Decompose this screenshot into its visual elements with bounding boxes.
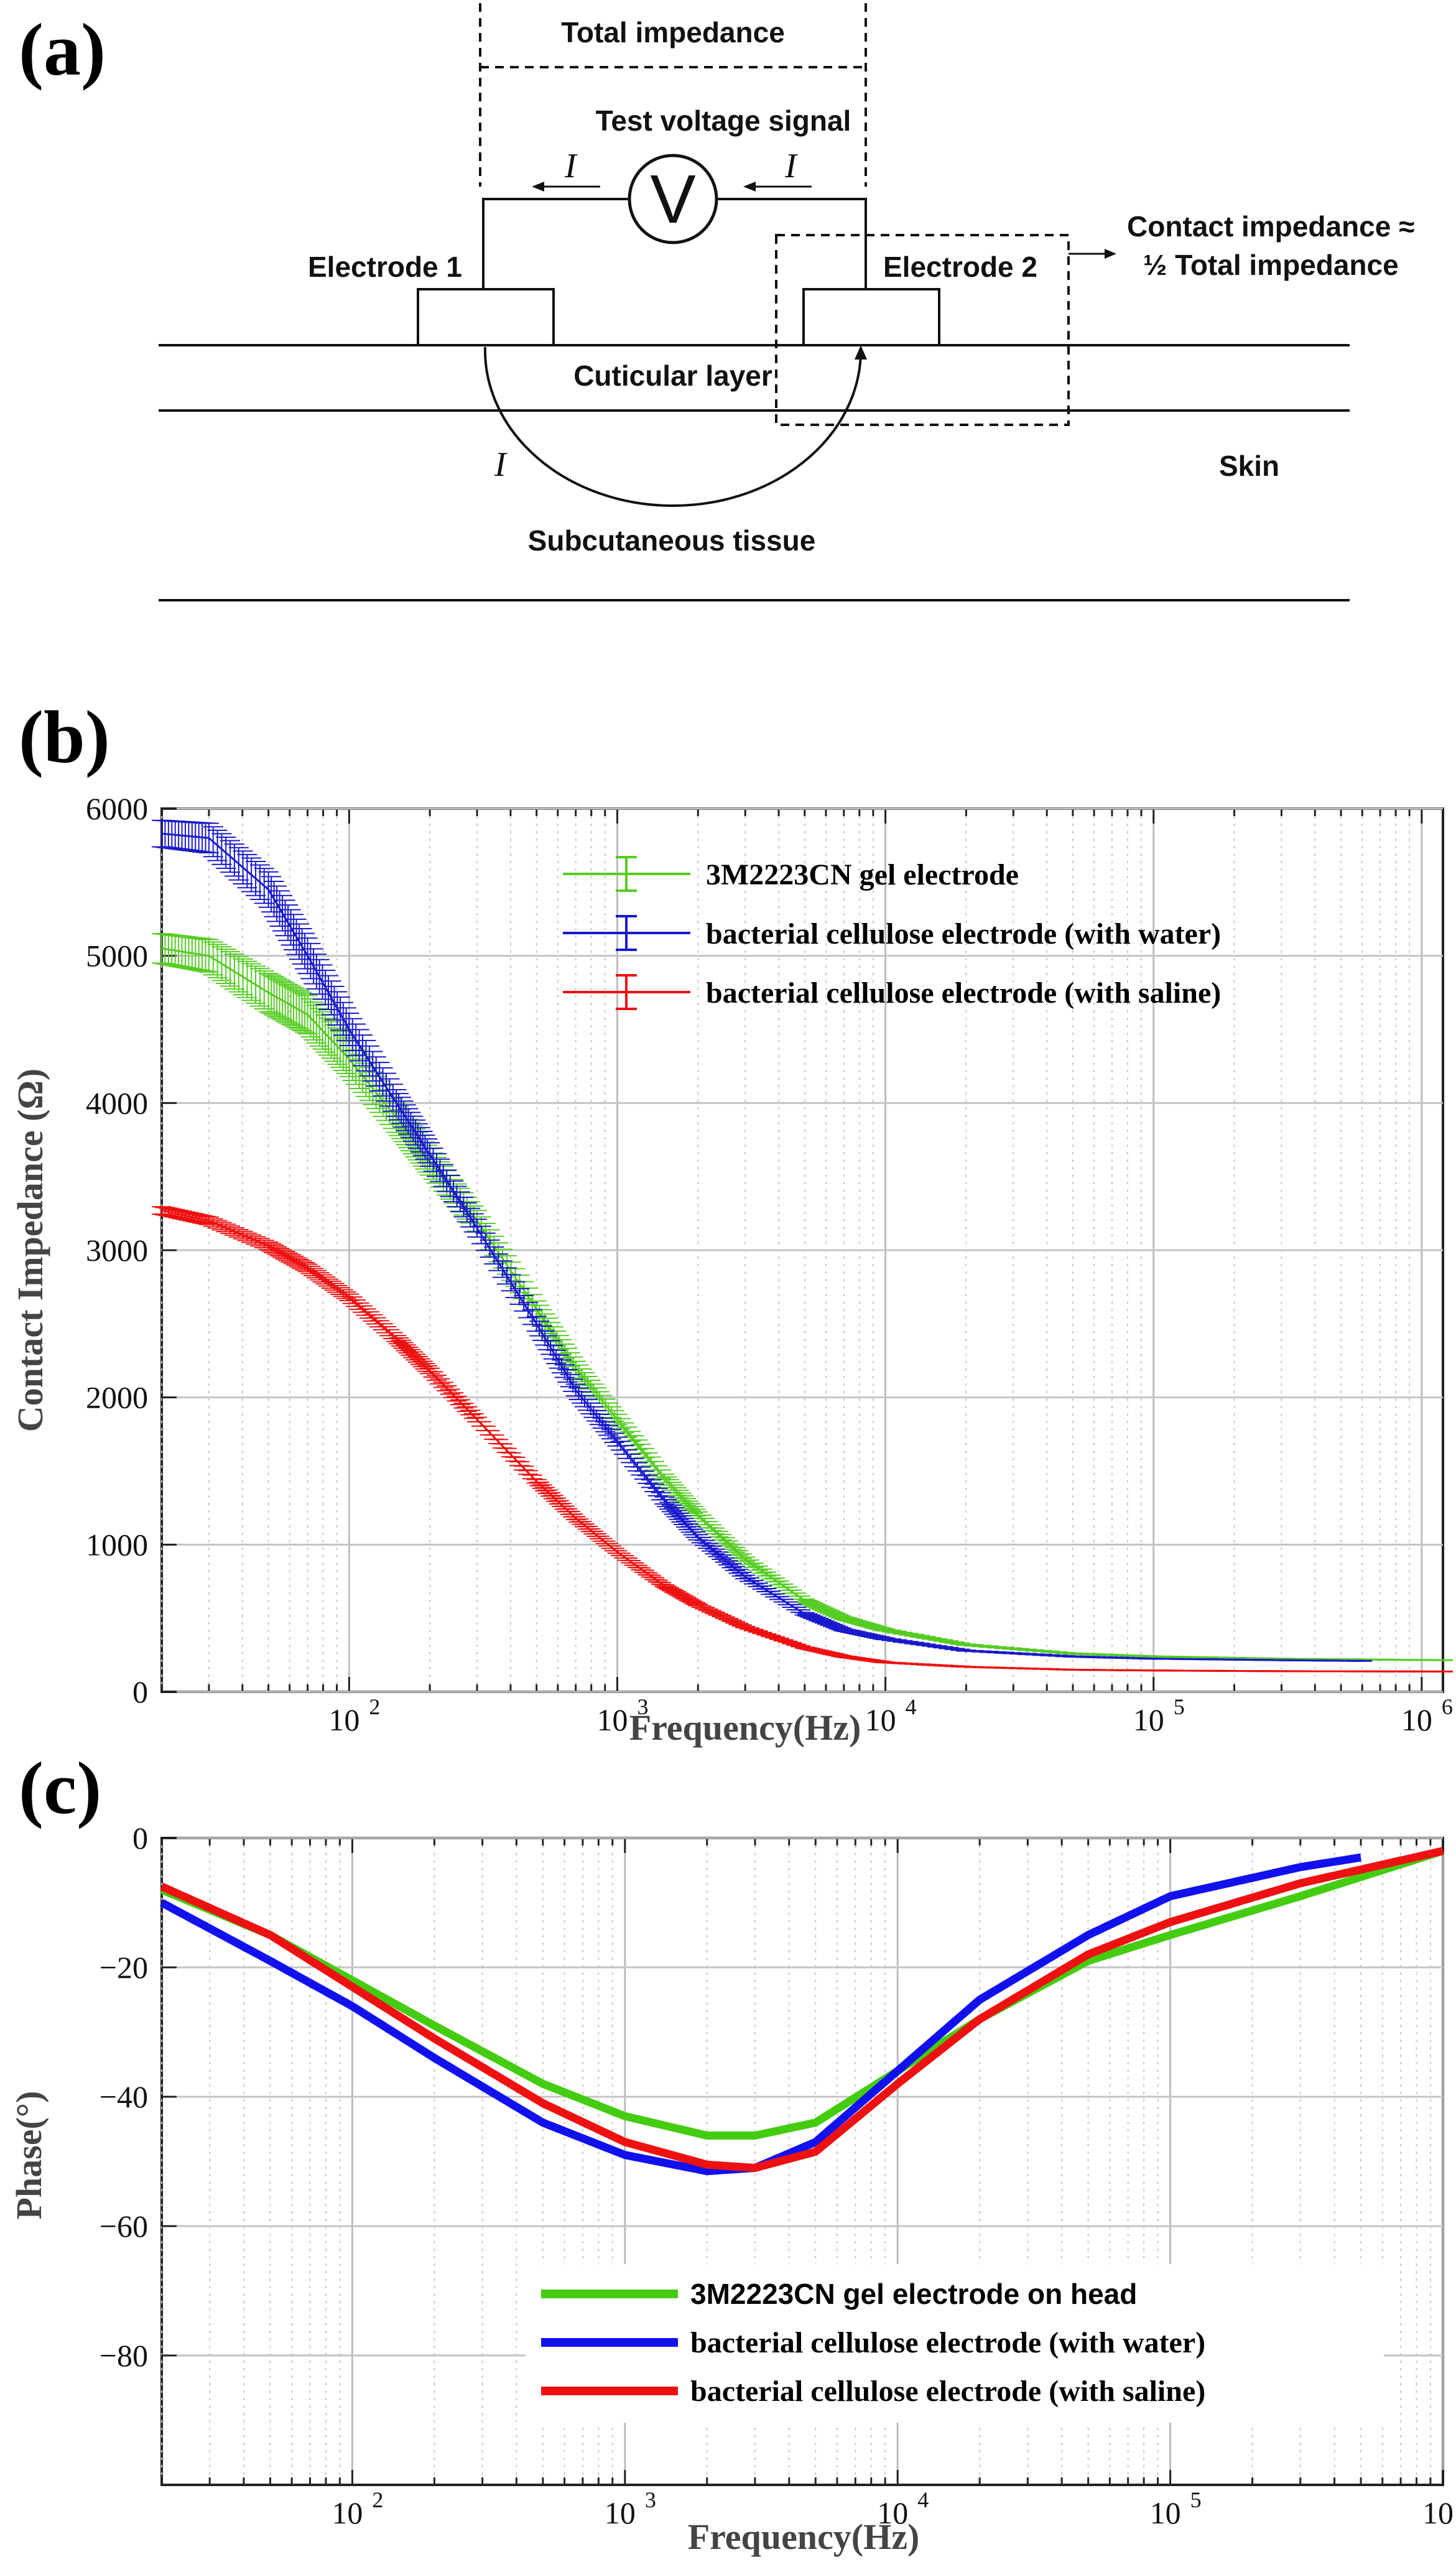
total-impedance-label: Total impedance xyxy=(561,16,785,49)
current-path-arrowhead xyxy=(855,345,867,360)
series-line-3 xyxy=(160,1847,1444,2172)
x-tick-label: 10 xyxy=(1150,2495,1181,2530)
series-line-2 xyxy=(159,1853,1363,2176)
x-tick-exponent: 2 xyxy=(369,1694,380,1719)
electrode-1-label: Electrode 1 xyxy=(308,251,462,283)
y-tick-label: 2000 xyxy=(86,1380,148,1415)
legend-b-gel-text: 3M2223CN gel electrode xyxy=(706,858,1019,891)
contact-impedance-line2: ½ Total impedance xyxy=(1143,249,1399,281)
x-tick-exponent: 2 xyxy=(372,2487,383,2512)
y-tick-label: 3000 xyxy=(86,1233,148,1268)
current-arrowhead-right xyxy=(743,182,756,192)
legend-b-saline-text: bacterial cellulose electrode (with sali… xyxy=(706,977,1221,1009)
y-tick-label: 6000 xyxy=(86,791,148,826)
chart-b-legend: 3M2223CN gel electrode bacterial cellulo… xyxy=(563,856,1221,1010)
y-tick-label: 1000 xyxy=(86,1527,148,1562)
x-tick-label: 10 xyxy=(865,1702,896,1737)
x-tick-label: 10 xyxy=(605,2495,636,2530)
x-tick-label: 10 xyxy=(596,1702,628,1737)
y-tick-label: −60 xyxy=(100,2209,148,2244)
panel-a-label: (a) xyxy=(19,8,106,91)
panel-a: (a) Total impedance Test voltage signal … xyxy=(19,3,1414,601)
chart-b-series xyxy=(152,819,1453,1673)
x-tick-label: 10 xyxy=(1133,1702,1164,1737)
electrode-2 xyxy=(802,288,940,346)
chart-b-xlabel: Frequency(Hz) xyxy=(629,1707,861,1748)
x-tick-exponent: 4 xyxy=(906,1694,917,1719)
x-tick-label: 10 xyxy=(328,1702,359,1737)
electrode-1 xyxy=(417,288,555,346)
panel-b-label: (b) xyxy=(19,695,110,778)
chart-b-yticks: 0 1000 2000 3000 4000 5000 6000 xyxy=(86,791,148,1709)
x-tick-label: 10 xyxy=(1422,2495,1454,2530)
voltmeter-symbol: V xyxy=(650,161,695,238)
legend-c-saline-text: bacterial cellulose electrode (with sali… xyxy=(690,2375,1205,2408)
subcutaneous-label: Subcutaneous tissue xyxy=(528,524,816,557)
y-tick-label: −20 xyxy=(100,1950,148,1985)
y-tick-label: −40 xyxy=(100,2079,148,2114)
x-tick-label: 10 xyxy=(877,2495,908,2530)
y-tick-label: 5000 xyxy=(86,939,148,973)
skin-label: Skin xyxy=(1219,450,1279,482)
x-tick-exponent: 3 xyxy=(645,2487,656,2512)
contact-impedance-line1: Contact impedance ≈ xyxy=(1127,210,1414,243)
chart-c-series xyxy=(159,1847,1444,2176)
chart-b-xticks: 10 2 10 3 10 4 10 5 10 6 xyxy=(328,1694,1453,1737)
voltmeter-icon xyxy=(628,154,718,244)
chart-b-ylabel: Contact Impedance (Ω) xyxy=(10,1069,50,1432)
x-tick-exponent: 5 xyxy=(1190,2487,1202,2512)
x-tick-exponent: 5 xyxy=(1174,1694,1185,1719)
chart-c-yticks: 0 −20 −40 −60 −80 xyxy=(100,1821,148,2373)
current-label-left: I xyxy=(564,147,578,185)
x-tick-exponent: 3 xyxy=(637,1694,648,1719)
current-label-right: I xyxy=(784,147,798,185)
cuticular-layer-label: Cuticular layer xyxy=(573,360,772,392)
legend-b-water-text: bacterial cellulose electrode (with wate… xyxy=(706,917,1221,950)
series-line-2 xyxy=(161,832,1363,1662)
x-tick-exponent: 4 xyxy=(917,2487,929,2512)
current-path-label: I xyxy=(494,445,508,484)
series-line-1 xyxy=(160,1847,1444,2140)
test-voltage-label: Test voltage signal xyxy=(596,104,851,137)
x-tick-label: 10 xyxy=(1401,1702,1432,1737)
chart-c-ylabel: Phase(°) xyxy=(9,2091,49,2220)
y-tick-label: −80 xyxy=(100,2338,148,2373)
x-tick-exponent: 6 xyxy=(1442,1694,1453,1719)
y-tick-label: 0 xyxy=(132,1821,148,1855)
x-tick-label: 10 xyxy=(332,2495,363,2530)
y-tick-label: 0 xyxy=(132,1674,148,1709)
legend-c-water-text: bacterial cellulose electrode (with wate… xyxy=(690,2326,1205,2359)
contact-impedance-box xyxy=(775,234,1070,426)
current-path-arc xyxy=(483,346,862,507)
contact-arrowhead xyxy=(1105,249,1116,259)
chart-c-xlabel: Frequency(Hz) xyxy=(688,2517,920,2557)
y-tick-label: 4000 xyxy=(86,1085,148,1120)
chart-c-legend: 3M2223CN gel electrode on head bacterial… xyxy=(526,2264,1384,2423)
electrode-2-label: Electrode 2 xyxy=(883,251,1037,283)
current-arrowhead-left xyxy=(532,182,544,192)
panel-c-label: (c) xyxy=(19,1747,101,1829)
legend-c-gel-text: 3M2223CN gel electrode on head xyxy=(690,2278,1137,2310)
